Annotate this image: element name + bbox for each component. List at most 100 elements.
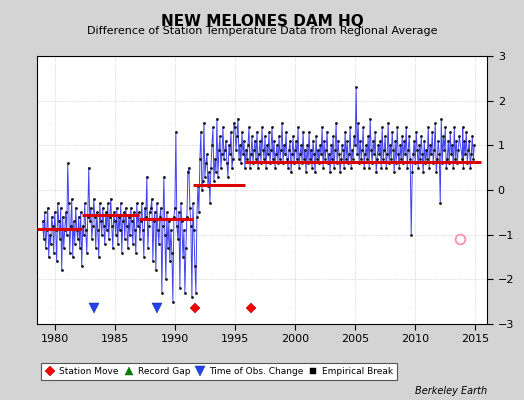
Point (422, 146, 430, 153)
Point (204, 182, 212, 189)
Point (237, 160, 245, 166)
Point (418, 151, 427, 158)
Point (64, 200, 73, 206)
Point (259, 146, 267, 153)
Point (53, 200, 62, 206)
Point (392, 160, 400, 166)
Point (151, 209, 159, 216)
Point (92, 245, 100, 251)
Point (282, 129, 290, 135)
Point (159, 222, 167, 229)
Point (143, 173, 151, 180)
Point (301, 146, 309, 153)
Point (279, 160, 287, 166)
Point (127, 205, 135, 211)
Point (145, 222, 153, 229)
Point (383, 151, 391, 158)
Text: Difference of Station Temperature Data from Regional Average: Difference of Station Temperature Data f… (87, 26, 437, 36)
Point (216, 133, 224, 140)
Point (417, 133, 425, 140)
Point (447, 151, 455, 158)
Point (135, 209, 143, 216)
Point (251, 138, 259, 144)
Point (140, 205, 149, 211)
Point (90, 196, 98, 202)
Point (332, 120, 340, 126)
Point (72, 205, 80, 211)
Point (177, 200, 185, 206)
Point (360, 164, 368, 171)
Point (133, 200, 141, 206)
Point (99, 205, 107, 211)
Point (412, 129, 420, 135)
Point (357, 156, 365, 162)
Point (312, 133, 320, 140)
Point (467, 151, 475, 158)
Point (61, 227, 69, 233)
Point (190, 227, 198, 233)
Point (288, 151, 296, 158)
Point (411, 160, 419, 166)
Point (181, 290, 189, 296)
Point (426, 142, 434, 148)
Point (389, 146, 397, 153)
Point (179, 254, 187, 260)
Point (166, 258, 174, 265)
Point (358, 146, 366, 153)
Point (431, 120, 440, 126)
Point (230, 120, 238, 126)
Point (224, 173, 232, 180)
Point (157, 205, 165, 211)
Point (52, 258, 61, 265)
Point (123, 222, 131, 229)
Point (156, 214, 164, 220)
Point (40, 209, 49, 216)
Point (334, 138, 342, 144)
Point (299, 129, 307, 135)
Point (70, 218, 78, 224)
Point (188, 294, 196, 300)
Point (217, 164, 225, 171)
Legend: Station Move, Record Gap, Time of Obs. Change, Empirical Break: Station Move, Record Gap, Time of Obs. C… (41, 363, 397, 380)
Point (469, 156, 477, 162)
Point (154, 227, 162, 233)
Point (292, 138, 300, 144)
Point (207, 164, 215, 171)
Point (223, 160, 231, 166)
Point (41, 245, 50, 251)
Point (416, 156, 424, 162)
Point (406, 156, 414, 162)
Point (210, 178, 218, 184)
Point (141, 214, 150, 220)
Point (182, 245, 190, 251)
Point (176, 285, 184, 292)
Point (89, 222, 97, 229)
Point (410, 138, 418, 144)
Point (451, 156, 460, 162)
Point (425, 164, 433, 171)
Point (38, 218, 47, 224)
Point (184, 169, 192, 175)
Point (201, 173, 209, 180)
Point (323, 129, 331, 135)
Point (400, 138, 408, 144)
Point (387, 156, 396, 162)
Point (308, 164, 316, 171)
Point (117, 200, 125, 206)
Point (386, 142, 395, 148)
Point (296, 151, 304, 158)
Point (265, 129, 273, 135)
Point (83, 214, 92, 220)
Point (445, 160, 453, 166)
Point (149, 258, 157, 265)
Point (401, 151, 409, 158)
Point (266, 160, 274, 166)
Point (169, 298, 177, 305)
Point (88, 236, 96, 242)
Point (326, 169, 334, 175)
Point (112, 232, 120, 238)
Point (42, 227, 51, 233)
Point (466, 164, 475, 171)
Point (345, 151, 353, 158)
Point (139, 227, 147, 233)
